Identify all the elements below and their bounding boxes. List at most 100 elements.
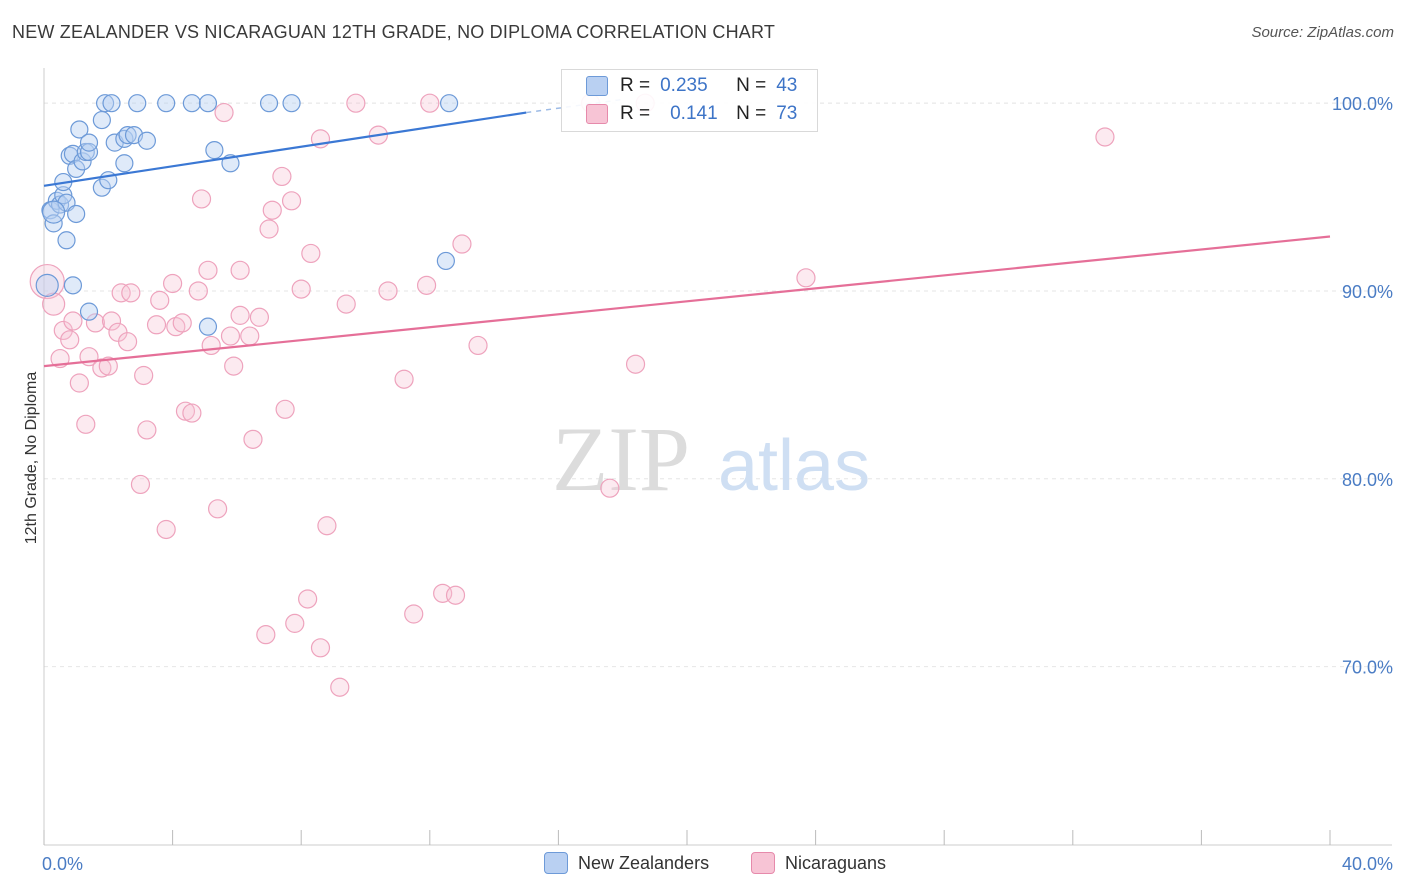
nicaraguans-point: [63, 311, 83, 331]
nicaraguans-point: [163, 273, 183, 294]
nicaraguans-point: [150, 290, 170, 310]
series-nicaraguans-points: [29, 93, 1115, 697]
legend-row-nicaraguans: R = 0.141 N = 73: [586, 102, 797, 126]
nicaraguans-point: [330, 677, 350, 697]
nicaraguans-point: [452, 234, 472, 254]
new-zealanders-point: [157, 94, 176, 113]
nicaraguans-point: [468, 335, 488, 356]
nicaraguans-point: [60, 330, 80, 350]
new-zealanders-point: [439, 94, 459, 113]
bottom-legend-label-blue: New Zealanders: [578, 852, 710, 873]
nicaraguans-point: [156, 519, 176, 540]
nicaraguans-point: [69, 373, 89, 393]
nicaraguans-point: [249, 307, 270, 327]
new-zealanders-point: [205, 141, 224, 160]
axes: [43, 68, 1392, 846]
trend-lines: [43, 98, 1331, 368]
legend-n-label: N =: [736, 75, 767, 96]
nicaraguans-point: [281, 191, 302, 211]
nicaraguans-point: [346, 93, 366, 113]
legend-n-value-pink: 73: [776, 103, 798, 124]
new-zealanders-point: [35, 273, 59, 297]
legend-n-value-blue: 43: [776, 75, 798, 96]
nicaraguans-point: [134, 365, 154, 386]
nicaraguans-point: [224, 356, 244, 376]
nicaraguans-point: [240, 326, 260, 346]
nicaraguans-point: [259, 219, 279, 239]
nicaraguans-point: [117, 332, 138, 352]
nicaraguans-point: [291, 279, 311, 299]
y-axis-label: 12th Grade, No Diploma: [23, 372, 40, 545]
nicaraguans-point: [1095, 127, 1115, 147]
nicaraguans-point: [182, 403, 202, 423]
bottom-legend-swatch-pink: [751, 852, 775, 874]
nicaraguans-point: [285, 613, 305, 633]
nicaraguans-point: [230, 260, 250, 280]
new-zealanders-point: [95, 94, 115, 113]
nicaraguans-point: [214, 102, 234, 123]
nicaraguans-point: [317, 516, 337, 536]
watermark: ZIP atlas: [552, 408, 870, 510]
new-zealanders-point: [137, 131, 156, 150]
nicaraguans-point: [208, 499, 228, 519]
new-zealanders-point: [182, 94, 201, 113]
nicaraguans-point: [394, 369, 414, 389]
new-zealanders-point: [67, 159, 86, 179]
nicaraguans-point: [191, 189, 212, 209]
nicaraguans-point: [29, 263, 65, 300]
new-zealanders-point: [282, 94, 301, 113]
nicaraguans-point: [275, 399, 295, 419]
nicaraguans-point: [111, 283, 131, 303]
new-zealanders-point: [42, 200, 66, 224]
new-zealanders-point: [118, 125, 137, 145]
legend-r-value-pink: 0.141: [670, 103, 718, 124]
nicaraguans-point: [243, 429, 263, 449]
nicaraguans-point: [404, 604, 424, 624]
nicaraguans-point: [625, 354, 646, 374]
nicaraguans-point: [98, 356, 118, 376]
new-zealanders-point: [198, 317, 218, 336]
nicaraguans-point: [445, 585, 466, 605]
legend-r-label: R =: [620, 103, 651, 124]
nicaraguans-point: [600, 478, 620, 498]
nicaraguans-point: [220, 326, 241, 346]
bottom-legend-swatch-blue: [544, 852, 568, 874]
new-zealanders-point: [436, 251, 455, 271]
gridlines: [44, 102, 1390, 668]
chart-source: Source: ZipAtlas.com: [1251, 24, 1394, 41]
nicaraguans-point: [201, 335, 221, 356]
nicaraguans-point: [336, 294, 356, 314]
nicaraguans-point: [378, 281, 398, 301]
legend-n-label: N =: [736, 103, 767, 124]
nicaraguans-point: [85, 313, 106, 333]
nicaraguans-point: [172, 313, 192, 333]
new-zealanders-point: [92, 110, 111, 130]
new-zealanders-point: [79, 142, 99, 162]
nicaraguans-point: [198, 260, 218, 280]
legend-swatch-pink: [586, 104, 608, 124]
legend-swatch-blue: [586, 76, 608, 96]
correlation-legend: R = 0.235 N = 43 R = 0.141 N = 73: [561, 69, 818, 132]
new-zealanders-point: [57, 231, 76, 250]
nicaraguans-point: [188, 281, 208, 301]
nicaraguans-point: [146, 315, 167, 335]
y-tick-label: 100.0%: [1332, 94, 1393, 114]
nicaraguans-point: [298, 589, 318, 609]
series-new-zealanders-points: [35, 94, 459, 336]
new-zealanders-point: [115, 154, 134, 173]
legend-row-new-zealanders: R = 0.235 N = 43: [586, 74, 797, 98]
nicaraguans-point: [130, 474, 151, 495]
new-zealanders-point: [70, 120, 89, 139]
nicaraguans-point: [137, 420, 157, 440]
new-zealanders-point: [92, 178, 111, 197]
x-tick-label: 0.0%: [42, 854, 83, 874]
trend-line-new-zealanders: [43, 111, 527, 187]
chart-title: NEW ZEALANDER VS NICARAGUAN 12TH GRADE, …: [12, 22, 776, 42]
nicaraguans-point: [101, 311, 122, 331]
legend-r-value-blue: 0.235: [660, 75, 708, 96]
new-zealanders-point: [79, 133, 99, 152]
bottom-legend-label-pink: Nicaraguans: [785, 852, 887, 873]
watermark-zip: ZIP: [552, 408, 690, 510]
tick-labels: 70.0% 80.0% 90.0% 100.0% 0.0% 40.0%: [42, 94, 1393, 874]
